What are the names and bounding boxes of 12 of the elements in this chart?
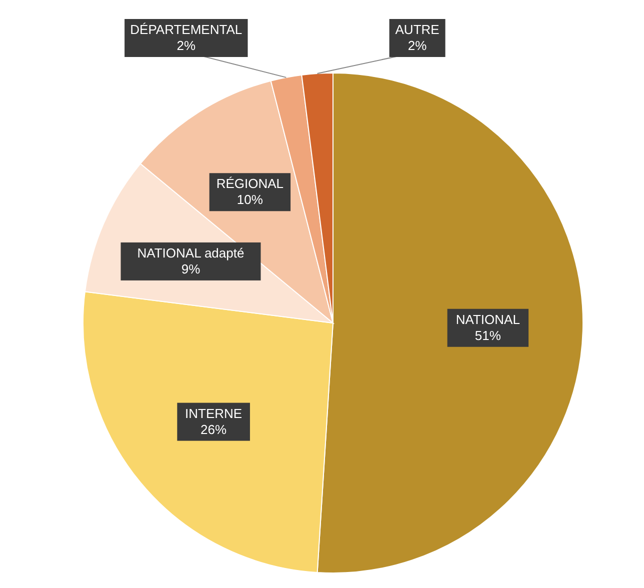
slice-label: DÉPARTEMENTAL — [130, 22, 242, 37]
data-label: 26% — [200, 422, 228, 437]
slice-label: RÉGIONAL — [216, 176, 284, 192]
data-label: 51% — [474, 328, 502, 343]
slice-label: AUTRE — [395, 22, 440, 37]
slice-label: INTERNE — [185, 406, 242, 421]
data-label: 9% — [181, 261, 201, 276]
slice-label: NATIONAL — [456, 312, 520, 327]
data-label: 2% — [408, 38, 428, 53]
data-label: 2% — [176, 38, 196, 53]
data-label: 10% — [236, 192, 264, 208]
slice-label: NATIONAL adapté — [137, 245, 244, 260]
